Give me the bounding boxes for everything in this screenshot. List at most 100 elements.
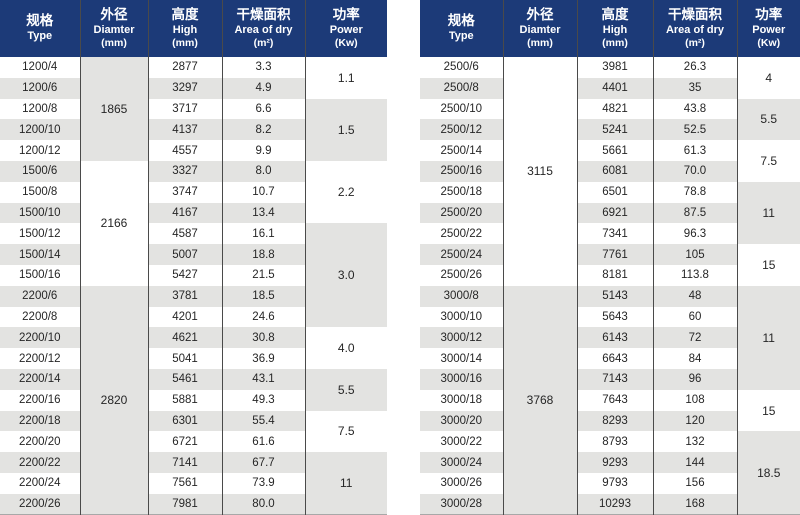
table-row: 1200/12 4557 9.9 (0, 140, 387, 161)
cell-area: 55.4 (222, 410, 306, 432)
cell-type: 1500/10 (0, 202, 81, 224)
header-label-unit: (Kw) (757, 37, 781, 50)
table-row: 3000/16 7143 96 (420, 368, 800, 390)
table-row: 1200/6 3297 4.9 (0, 77, 387, 99)
table-row: 2200/12 5041 36.9 (0, 348, 387, 369)
cell-high: 7141 (148, 452, 223, 473)
cell-high: 8293 (577, 410, 654, 432)
cell-power: 11 (737, 285, 800, 390)
cell-type: 2500/8 (420, 77, 504, 99)
header-label-zh: 外径 (100, 7, 128, 23)
cell-high: 10293 (577, 493, 654, 515)
header-label-en: Type (448, 30, 474, 43)
cell-area: 61.6 (222, 431, 306, 453)
column-header-type: 规格 Type (0, 0, 81, 57)
cell-type: 2200/8 (0, 306, 81, 328)
cell-type: 1200/8 (0, 98, 81, 120)
cell-area: 49.3 (222, 389, 306, 411)
table-row: 2200/26 7981 80.0 (0, 493, 387, 515)
table-row: 1500/14 5007 18.8 (0, 244, 387, 265)
table-row: 3000/22 8793 132 18.5 (420, 431, 800, 515)
cell-high: 5661 (577, 140, 654, 161)
cell-type: 2200/20 (0, 431, 81, 453)
cell-type: 2500/6 (420, 57, 504, 78)
header-label-en: Power (329, 24, 363, 37)
cell-area: 4.9 (222, 77, 306, 99)
cell-high: 3781 (148, 285, 223, 307)
cell-area: 26.3 (653, 57, 738, 78)
cell-area: 113.8 (653, 264, 738, 286)
cell-type: 3000/8 (420, 285, 504, 307)
table-row: 1500/6 2166 3327 8.0 2.2 (0, 160, 387, 286)
cell-high: 8793 (577, 431, 654, 453)
table-row: 1200/8 3717 6.6 1.5 (0, 98, 387, 161)
header-label-unit: (mm) (527, 37, 553, 50)
cell-high: 7981 (148, 493, 223, 515)
header-label-zh: 规格 (447, 13, 475, 29)
cell-type: 1200/12 (0, 140, 81, 161)
table-row: 1500/10 4167 13.4 (0, 202, 387, 224)
cell-high: 3297 (148, 77, 223, 99)
table-row: 2500/16 6081 70.0 (420, 160, 800, 182)
cell-type: 2500/16 (420, 160, 504, 182)
cell-high: 5241 (577, 119, 654, 141)
cell-type: 2500/20 (420, 202, 504, 224)
table-row: 2500/8 4401 35 (420, 77, 800, 99)
cell-area: 13.4 (222, 202, 306, 224)
cell-power: 1.5 (305, 98, 387, 161)
table-row: 3000/12 6143 72 (420, 327, 800, 349)
table-row: 2200/10 4621 30.8 4.0 (0, 327, 387, 369)
cell-high: 5007 (148, 244, 223, 265)
cell-area: 96 (653, 368, 738, 390)
cell-high: 7643 (577, 389, 654, 411)
cell-area: 132 (653, 431, 738, 453)
cell-type: 1500/14 (0, 244, 81, 265)
cell-high: 6501 (577, 181, 654, 203)
cell-area: 21.5 (222, 264, 306, 286)
cell-high: 4821 (577, 98, 654, 120)
cell-area: 3.3 (222, 57, 306, 78)
table-row: 2200/20 6721 61.6 (0, 431, 387, 453)
table-row: 2200/18 6301 55.4 7.5 (0, 410, 387, 453)
cell-diameter: 2820 (80, 285, 149, 515)
cell-area: 36.9 (222, 348, 306, 369)
cell-high: 5427 (148, 264, 223, 286)
cell-high: 6081 (577, 160, 654, 182)
cell-diameter: 3768 (503, 285, 578, 515)
column-header-power: 功率 Power (Kw) (305, 0, 387, 57)
header-label-zh: 功率 (755, 7, 783, 23)
table-row: 2500/6 3115 3981 26.3 4 (420, 57, 800, 286)
column-header-type: 规格 Type (420, 0, 504, 57)
cell-type: 3000/22 (420, 431, 504, 453)
header-label-en: High (172, 24, 198, 37)
cell-high: 7761 (577, 244, 654, 265)
cell-type: 2200/14 (0, 368, 81, 390)
cell-type: 3000/24 (420, 452, 504, 473)
cell-area: 96.3 (653, 223, 738, 245)
cell-power: 1.1 (305, 57, 387, 99)
cell-high: 5143 (577, 285, 654, 307)
cell-area: 61.3 (653, 140, 738, 161)
cell-area: 43.1 (222, 368, 306, 390)
header-label-en: Type (27, 30, 53, 43)
table-row: 3000/28 10293 168 (420, 493, 800, 515)
cell-area: 80.0 (222, 493, 306, 515)
cell-type: 2200/24 (0, 472, 81, 494)
cell-area: 6.6 (222, 98, 306, 120)
cell-type: 3000/26 (420, 472, 504, 494)
cell-high: 3747 (148, 181, 223, 203)
table-row: 2500/24 7761 105 15 (420, 244, 800, 286)
header-label-en: Diamter (93, 24, 135, 37)
header-label-unit: (mm) (602, 37, 628, 50)
cell-type: 2500/24 (420, 244, 504, 265)
cell-diameter: 1865 (80, 57, 149, 161)
cell-type: 2500/22 (420, 223, 504, 245)
header-label-en: Power (752, 24, 786, 37)
column-header-diamter: 外径 Diamter (mm) (503, 0, 578, 57)
cell-area: 168 (653, 493, 738, 515)
cell-power: 3.0 (305, 223, 387, 328)
cell-area: 18.5 (222, 285, 306, 307)
header-label-zh: 规格 (26, 13, 54, 29)
cell-type: 1500/6 (0, 160, 81, 182)
